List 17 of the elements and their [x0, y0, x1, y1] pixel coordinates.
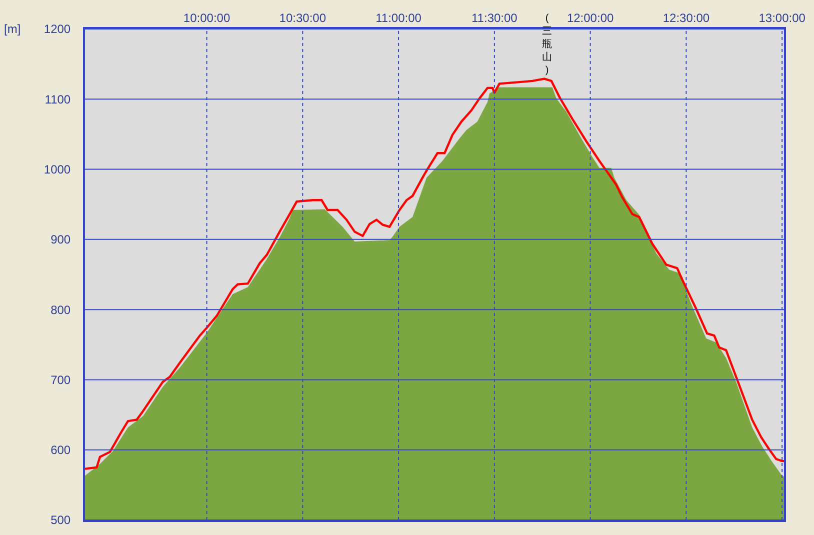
- x-tick-label: 12:30:00: [662, 11, 710, 26]
- x-tick-label: 11:00:00: [376, 11, 422, 26]
- y-tick-label: 600: [50, 443, 71, 458]
- y-tick-label: 700: [50, 372, 71, 387]
- x-tick-label: 10:30:00: [279, 11, 326, 26]
- annotation: (三瓶山): [542, 13, 552, 76]
- y-tick-label: 900: [50, 232, 71, 247]
- y-tick-label: 1200: [44, 22, 71, 36]
- x-tick-label: 13:00:00: [758, 11, 806, 26]
- y-axis-title: [m]: [4, 22, 21, 36]
- y-tick-label: 1100: [44, 92, 71, 106]
- x-tick-label: 12:00:00: [566, 11, 614, 26]
- y-tick-label: 800: [50, 302, 71, 317]
- x-tick-label: 11:30:00: [472, 11, 518, 26]
- x-tick-label: 10:00:00: [183, 11, 230, 26]
- y-tick-label: 500: [50, 513, 71, 528]
- y-tick-label: 1000: [44, 162, 71, 176]
